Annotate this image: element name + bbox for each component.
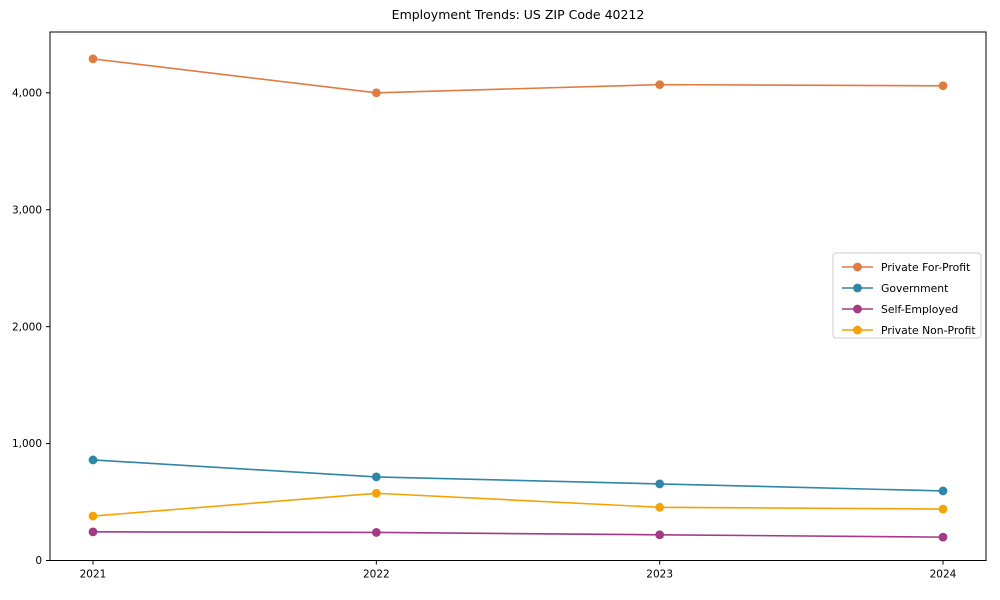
legend-marker <box>853 325 862 335</box>
x-tick-label: 2022 <box>363 569 390 581</box>
data-point-self-employed-2021 <box>88 527 98 537</box>
series-self-employed <box>88 527 948 542</box>
y-tick-label: 4,000 <box>12 87 42 99</box>
data-point-private-non-profit-2023 <box>655 502 665 512</box>
legend-box <box>832 252 982 339</box>
legend-item-self-employed: Self-Employed <box>842 303 958 316</box>
data-point-private-for-profit-2024 <box>938 81 948 91</box>
data-point-private-for-profit-2021 <box>88 54 98 64</box>
legend-item-government: Government <box>842 282 948 295</box>
chart-title: Employment Trends: US ZIP Code 40212 <box>392 7 645 22</box>
data-point-private-for-profit-2023 <box>655 80 665 90</box>
data-point-private-non-profit-2022 <box>371 488 381 498</box>
axes-spines <box>49 31 987 561</box>
y-tick-label: 0 <box>35 555 42 567</box>
plot-area: 0 1,000 2,000 3,000 4,000 2021 2022 2023 2024 <box>12 31 987 581</box>
data-point-government-2023 <box>655 479 665 489</box>
x-tick-label: 2024 <box>930 569 957 581</box>
y-tick-label: 2,000 <box>12 321 42 333</box>
x-tick-label: 2021 <box>80 569 107 581</box>
data-point-government-2021 <box>88 455 98 465</box>
legend-label: Private Non-Profit <box>881 324 976 337</box>
series-layer <box>88 54 948 542</box>
data-point-private-non-profit-2021 <box>88 511 98 521</box>
legend-label: Government <box>881 282 948 295</box>
legend-marker <box>853 283 862 293</box>
data-point-self-employed-2024 <box>938 532 948 542</box>
data-point-government-2022 <box>371 472 381 482</box>
legend-label: Self-Employed <box>881 303 958 316</box>
series-private-for-profit <box>88 54 948 98</box>
data-point-private-for-profit-2022 <box>371 88 381 98</box>
data-point-self-employed-2023 <box>655 530 665 540</box>
legend-marker <box>853 304 862 314</box>
data-point-private-non-profit-2024 <box>938 504 948 514</box>
data-point-government-2024 <box>938 486 948 496</box>
series-government <box>88 455 948 496</box>
legend: Private For-Profit Government Self-Employe… <box>832 252 982 339</box>
legend-item-private-non-profit: Private Non-Profit <box>842 324 976 337</box>
legend-marker <box>853 262 862 272</box>
y-tick-label: 3,000 <box>12 204 42 216</box>
legend-label: Private For-Profit <box>881 261 970 274</box>
series-line-self-employed <box>92 531 944 538</box>
series-private-non-profit <box>88 488 948 521</box>
data-point-self-employed-2022 <box>371 528 381 537</box>
series-line-private-non-profit <box>92 492 944 517</box>
series-line-government <box>92 459 944 492</box>
x-tick-label: 2023 <box>646 569 673 581</box>
legend-item-private-for-profit: Private For-Profit <box>842 261 970 274</box>
series-line-private-for-profit <box>92 58 944 94</box>
y-tick-label: 1,000 <box>12 438 42 450</box>
